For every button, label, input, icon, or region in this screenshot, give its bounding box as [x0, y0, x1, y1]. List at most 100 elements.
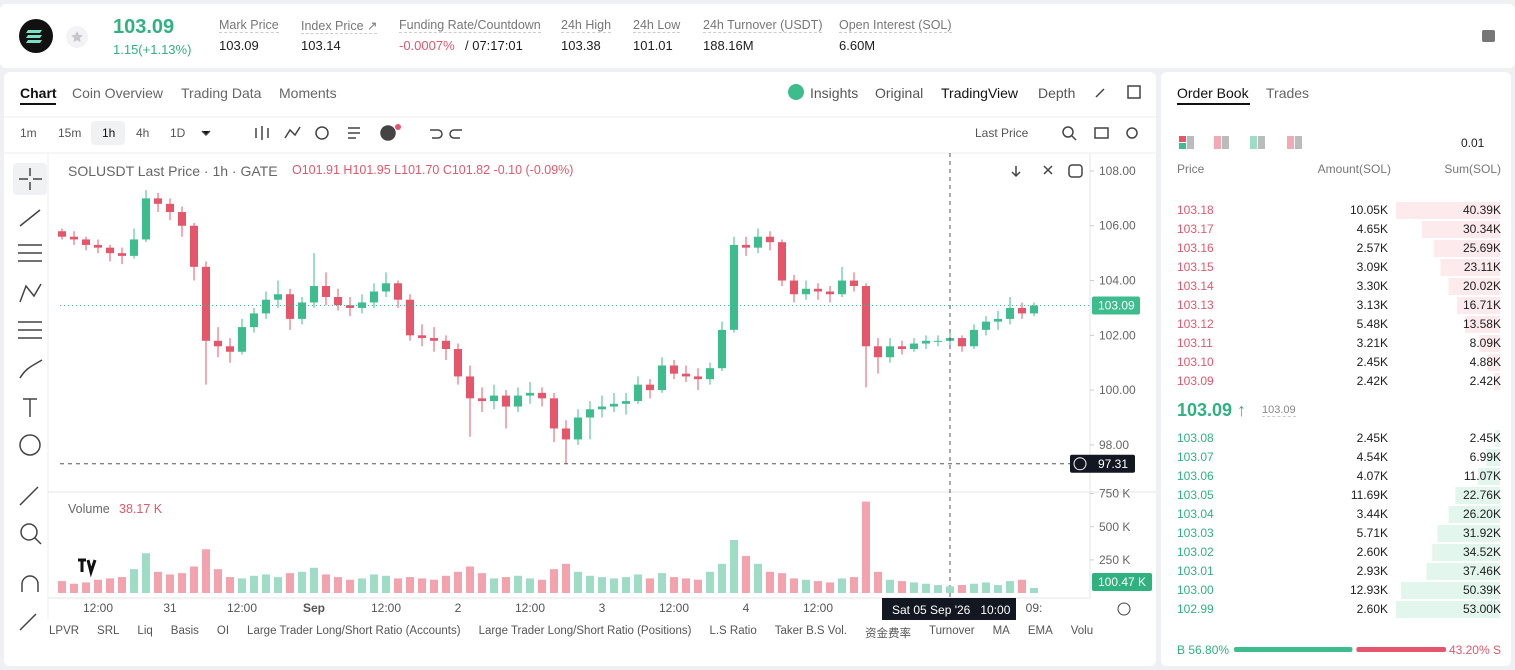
view-tab[interactable]: TradingView: [941, 85, 1019, 101]
indicator[interactable]: Large Trader Long/Short Ratio (Accounts): [247, 625, 461, 637]
volume-bar: [430, 579, 438, 593]
interval[interactable]: 4h: [136, 126, 150, 140]
ob-price: 103.10: [1177, 355, 1214, 369]
active-interval: [91, 121, 125, 145]
chart-tab[interactable]: Coin Overview: [72, 85, 164, 101]
indicator[interactable]: LPVR: [49, 625, 80, 637]
volume-bar: [118, 577, 126, 593]
volume-bar: [718, 563, 726, 593]
depth-bar: [1456, 297, 1500, 314]
volume-bar: [286, 573, 294, 593]
ob-price: 103.16: [1177, 241, 1214, 255]
insights-icon: [788, 84, 804, 100]
indicator[interactable]: Basis: [170, 625, 199, 637]
ob-tab[interactable]: Order Book: [1177, 85, 1249, 101]
indicator[interactable]: OI: [216, 625, 230, 637]
candle-body: [502, 395, 510, 407]
candle-body: [262, 299, 270, 314]
volume-bar: [538, 579, 546, 593]
candle-body: [694, 376, 702, 380]
depth-bar: [1478, 468, 1500, 485]
buy-ratio: B 56.80%: [1177, 643, 1230, 657]
indicator[interactable]: Volu: [1070, 625, 1094, 637]
volume-bar: [226, 577, 234, 593]
volume-bar: [850, 577, 858, 593]
volume-bar: [166, 574, 174, 593]
crosshair-time-tag: [882, 598, 1016, 620]
volume-bar: [970, 583, 978, 593]
icon[interactable]: [1482, 30, 1495, 42]
ob-price: 102.99: [1177, 602, 1214, 616]
view-tab[interactable]: Original: [875, 85, 924, 101]
volume-label: Volume: [68, 502, 110, 516]
interval[interactable]: 1h: [102, 126, 116, 140]
volume-bar: [586, 575, 594, 593]
volume-bar: [694, 579, 702, 593]
chart-tab[interactable]: Trading Data: [181, 85, 262, 101]
indicator[interactable]: 资金费率: [864, 628, 911, 640]
volume-bar: [1018, 579, 1026, 593]
candle-body: [166, 203, 174, 213]
indicator[interactable]: L.S Ratio: [709, 625, 757, 637]
volume-bar: [706, 571, 714, 593]
field-value: -0.0007%: [399, 38, 455, 53]
ob-amount: 5.71K: [1356, 526, 1388, 540]
star: [71, 31, 83, 43]
volume-bar: [274, 577, 282, 593]
volume-bar: [178, 573, 186, 593]
candle-body: [874, 346, 882, 358]
candle-body: [106, 247, 114, 254]
indicator[interactable]: SRL: [97, 625, 120, 637]
indicator[interactable]: MA: [992, 625, 1010, 637]
candle-body: [226, 346, 234, 352]
candle-body: [778, 242, 786, 281]
price-type[interactable]: Last Price: [975, 126, 1029, 140]
field-label: 24h High: [561, 18, 612, 33]
candle-body: [742, 244, 750, 248]
candle-body: [370, 291, 378, 303]
field-label: 24h Low: [633, 18, 681, 33]
drawing-tools[interactable]: [18, 168, 43, 631]
field-value: / 07:17:01: [465, 38, 523, 53]
volume-bar: [322, 574, 330, 593]
view-tab[interactable]: Insights: [810, 85, 859, 101]
interval[interactable]: 1D: [170, 126, 186, 140]
x-tick-label: Sep: [303, 601, 325, 615]
indicator[interactable]: EMA: [1027, 625, 1053, 637]
ob-precision[interactable]: 0.01: [1461, 136, 1485, 150]
indicator[interactable]: Taker B.S Vol.: [774, 625, 847, 637]
ob-amount: 5.48K: [1356, 317, 1388, 331]
chart-tab[interactable]: Moments: [279, 85, 337, 101]
volume-bar: [502, 577, 510, 593]
candle-body: [478, 398, 486, 402]
price-change: 1.15(+1.13%): [113, 42, 192, 57]
x-tick-label: 12:00: [659, 601, 689, 615]
chart-tab[interactable]: Chart: [20, 85, 57, 101]
field-value: 6.60M: [839, 38, 876, 53]
candle-body: [346, 305, 354, 308]
x-tick-label: 12:00: [371, 601, 401, 615]
candle-body: [250, 313, 258, 328]
candle-body: [970, 329, 978, 347]
interval[interactable]: 1m: [20, 126, 37, 140]
ob-tab[interactable]: Trades: [1266, 85, 1310, 101]
candle-body: [550, 398, 558, 429]
toolbar-icons[interactable]: [201, 85, 1141, 178]
indicator[interactable]: Large Trader Long/Short Ratio (Positions…: [478, 625, 692, 637]
depth-bar: [1396, 601, 1500, 618]
settings-icon[interactable]: [1117, 602, 1131, 616]
ob-amount: 2.57K: [1356, 241, 1388, 255]
indicator[interactable]: Liq: [137, 625, 153, 637]
volume-tag-label: 100.47 K: [1098, 575, 1146, 589]
ob-amount: 3.44K: [1356, 507, 1388, 521]
candle-body: [310, 286, 318, 303]
volume-bar: [910, 582, 918, 593]
indicator[interactable]: Turnover: [928, 625, 975, 637]
depth-bar: [1495, 430, 1500, 447]
x-tick-label: 4: [743, 601, 750, 615]
x-tick-label: 31: [163, 601, 177, 615]
ob-sum: 11.07K: [1463, 469, 1501, 483]
orderbook-view-icons[interactable]: [1179, 136, 1302, 149]
interval[interactable]: 15m: [58, 126, 82, 140]
view-tab[interactable]: Depth: [1038, 85, 1076, 101]
